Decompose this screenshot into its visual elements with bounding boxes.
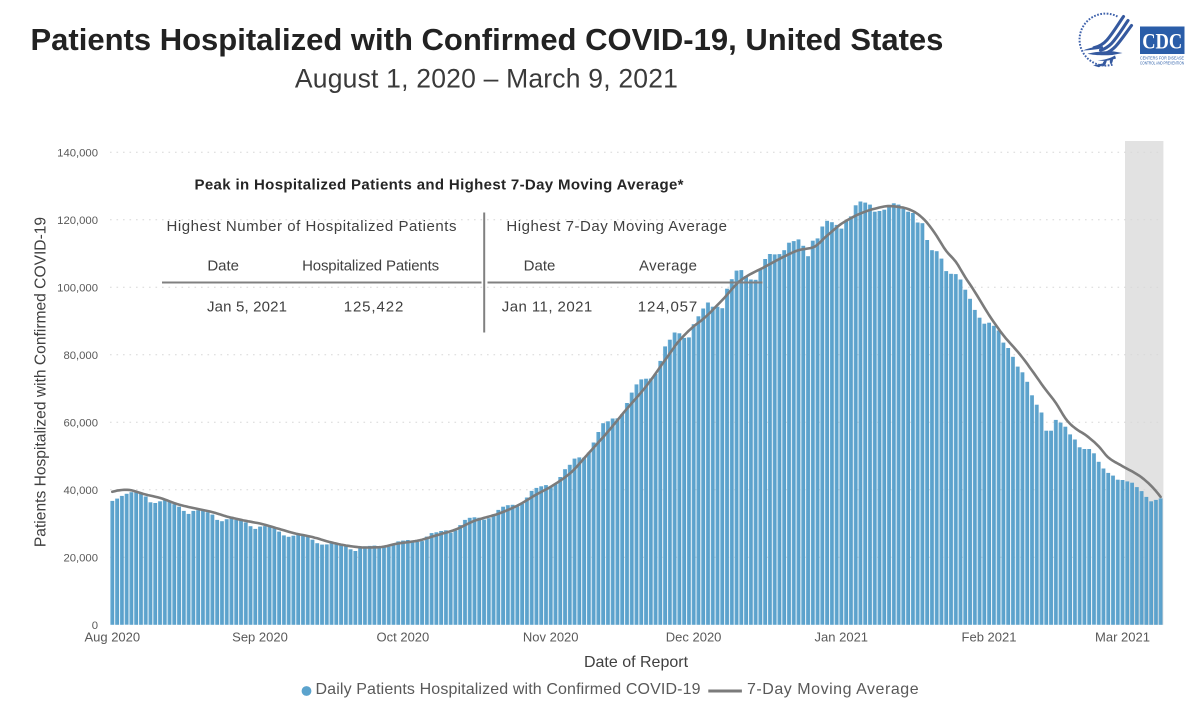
svg-text:40,000: 40,000 <box>63 485 98 497</box>
svg-text:Hospitalized Patients: Hospitalized Patients <box>302 258 439 275</box>
svg-text:Jan 2021: Jan 2021 <box>815 630 869 645</box>
svg-text:CONTROL AND PREVENTION: CONTROL AND PREVENTION <box>1140 61 1184 66</box>
svg-text:Highest Number of Hospitalized: Highest Number of Hospitalized Patients <box>167 218 457 235</box>
svg-text:CDC: CDC <box>1142 29 1182 54</box>
svg-text:Peak in Hospitalized Patients: Peak in Hospitalized Patients and Highes… <box>195 177 684 194</box>
svg-text:Date of Report: Date of Report <box>584 654 689 671</box>
svg-text:Patients Hospitalized with Con: Patients Hospitalized with Confirmed COV… <box>33 217 50 547</box>
svg-text:60,000: 60,000 <box>63 418 98 430</box>
svg-text:Nov 2020: Nov 2020 <box>523 630 579 645</box>
svg-text:Average: Average <box>639 258 697 275</box>
svg-text:Mar 2021: Mar 2021 <box>1095 630 1150 645</box>
svg-text:Patients Hospitalized with Con: Patients Hospitalized with Confirmed COV… <box>31 22 944 57</box>
svg-text:Date: Date <box>524 258 556 275</box>
svg-text:August 1, 2020 – March 9, 2021: August 1, 2020 – March 9, 2021 <box>295 64 678 94</box>
svg-text:0: 0 <box>92 620 98 632</box>
svg-text:Aug 2020: Aug 2020 <box>84 630 140 645</box>
svg-text:Highest 7-Day Moving Average: Highest 7-Day Moving Average <box>506 218 727 235</box>
svg-text:140,000: 140,000 <box>57 148 98 160</box>
svg-text:CENTERS FOR DISEASE: CENTERS FOR DISEASE <box>1140 56 1184 61</box>
svg-text:Oct 2020: Oct 2020 <box>377 630 430 645</box>
svg-text:20,000: 20,000 <box>63 553 98 565</box>
svg-text:Sep 2020: Sep 2020 <box>232 630 288 645</box>
svg-text:120,000: 120,000 <box>57 215 98 227</box>
svg-text:Jan 11, 2021: Jan 11, 2021 <box>502 299 593 316</box>
svg-text:Jan 5, 2021: Jan 5, 2021 <box>207 299 287 316</box>
svg-text:Daily Patients Hospitalized wi: Daily Patients Hospitalized with Confirm… <box>316 681 701 698</box>
svg-text:Feb 2021: Feb 2021 <box>962 630 1017 645</box>
svg-text:Date: Date <box>207 258 239 275</box>
svg-text:124,057: 124,057 <box>638 299 698 316</box>
svg-text:80,000: 80,000 <box>63 350 98 362</box>
svg-text:100,000: 100,000 <box>57 283 98 295</box>
svg-text:7-Day Moving Average: 7-Day Moving Average <box>747 681 919 698</box>
svg-text:125,422: 125,422 <box>344 299 404 316</box>
svg-text:Dec 2020: Dec 2020 <box>666 630 722 645</box>
